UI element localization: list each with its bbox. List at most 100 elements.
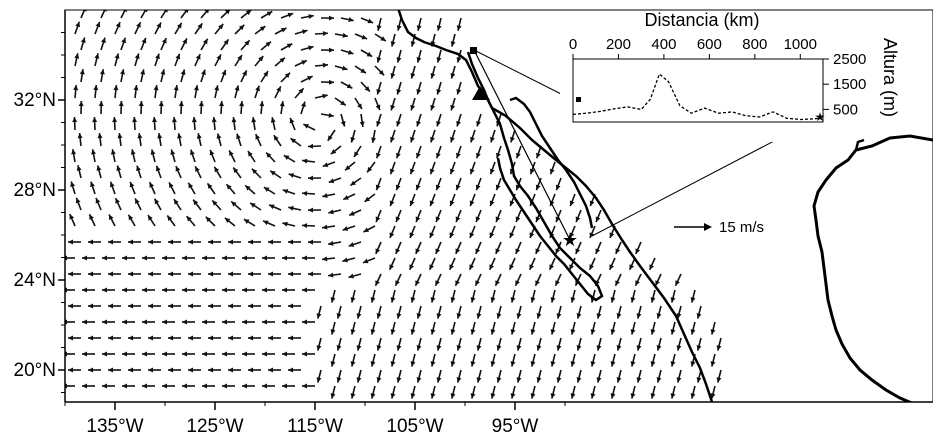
leader-line-start <box>473 49 574 101</box>
wind-arrow-head <box>595 248 601 254</box>
wind-arrow-head <box>330 297 336 303</box>
wind-arrow-head <box>122 319 127 325</box>
wind-arrow-head <box>630 361 636 367</box>
wind-arrow-head <box>495 216 501 223</box>
wind-arrow-head <box>370 361 376 367</box>
wind-arrow-head <box>236 133 241 140</box>
inset-x-tick-label: 0 <box>569 36 577 53</box>
wind-arrow-head <box>359 121 365 127</box>
wind-arrow-head <box>416 88 422 95</box>
wind-arrow-head <box>108 303 113 309</box>
wind-arrow-head <box>456 152 461 159</box>
wind-arrow-head <box>510 361 516 367</box>
wind-arrow-head <box>535 280 540 286</box>
wind-arrow-head <box>576 313 582 319</box>
wind-arrow-head <box>550 329 556 335</box>
wind-arrow-head <box>102 351 107 357</box>
wind-arrow-head <box>330 329 336 335</box>
wind-scale-legend: 15 m/s <box>674 219 764 236</box>
wind-arrow-head <box>470 329 476 335</box>
wind-arrow-head <box>496 152 501 159</box>
wind-arrow-head <box>430 73 436 79</box>
wind-arrow-head <box>302 255 307 261</box>
wind-arrow-head <box>390 393 396 399</box>
wind-arrow-head <box>456 25 462 31</box>
wind-arrow-head <box>202 383 207 389</box>
wind-arrow-head <box>570 361 576 367</box>
wind-arrow-head <box>290 138 297 144</box>
wind-arrow-head <box>302 223 308 229</box>
wind-arrow-head <box>415 280 420 286</box>
wind-arrow-head <box>336 313 342 319</box>
wind-arrow-head <box>348 273 354 279</box>
wind-arrow-head <box>148 303 153 309</box>
wind-arrow-head <box>188 367 193 373</box>
wind-arrow-head <box>282 221 288 227</box>
wind-arrow-head <box>455 280 460 286</box>
wind-arrow-head <box>690 297 696 303</box>
wind-arrow-head <box>248 303 253 309</box>
wind-arrow-head <box>616 313 622 319</box>
wind-arrow-head <box>475 184 481 191</box>
wind-arrow-head <box>328 79 334 85</box>
inset-x-tick-label: 800 <box>742 36 767 53</box>
wind-arrow-head <box>378 69 385 76</box>
wind-arrow-head <box>610 297 616 303</box>
wind-arrow-head <box>316 377 322 383</box>
wind-arrow-head <box>376 152 381 159</box>
wind-arrow-head <box>177 133 182 139</box>
wind-arrow-head <box>410 136 415 143</box>
wind-arrow-head <box>569 264 574 270</box>
wind-arrow-head <box>266 152 272 158</box>
wind-arrow-head <box>350 393 356 399</box>
wind-arrow-head <box>515 280 520 286</box>
wind-arrow-head <box>282 383 287 389</box>
wind-arrow-head <box>436 345 442 351</box>
wind-arrow-head <box>195 166 200 172</box>
wind-arrow-head <box>204 10 209 14</box>
wind-arrow-head <box>183 10 189 14</box>
wind-arrow-head <box>409 168 415 175</box>
wind-arrow-head <box>490 136 495 143</box>
wind-arrow-head <box>108 367 113 373</box>
wind-arrow-head <box>69 214 75 220</box>
wind-arrow-head <box>182 287 187 293</box>
wind-arrow-head <box>308 239 314 245</box>
profile-path-line <box>473 49 571 241</box>
wind-arrow-head <box>234 85 240 91</box>
wind-arrow-head <box>630 329 636 335</box>
wind-arrow-head <box>535 216 541 223</box>
wind-arrow-head <box>208 303 213 309</box>
wind-arrow-head <box>167 215 173 222</box>
wind-arrow-head <box>191 117 197 123</box>
wind-arrow-head <box>636 313 642 319</box>
x-tick-label: 125°W <box>186 416 243 437</box>
wind-arrow-head <box>456 57 462 63</box>
wind-arrow-head <box>570 329 576 335</box>
wind-arrow-head <box>248 367 253 373</box>
wind-arrow-head <box>141 37 147 44</box>
wind-arrow-head <box>469 168 475 175</box>
wind-arrow-head <box>346 83 353 89</box>
wind-arrow-head <box>68 239 73 245</box>
wind-arrow-head <box>175 166 181 172</box>
wind-arrow-head <box>242 319 247 325</box>
wind-arrow-head <box>449 264 454 270</box>
wind-arrow-head <box>80 37 86 44</box>
wind-arrow-head <box>149 182 155 188</box>
wind-arrow-head <box>74 53 80 59</box>
wind-arrow-head <box>516 377 522 383</box>
wind-arrow-head <box>410 73 416 79</box>
wind-arrow-head <box>205 216 212 223</box>
wind-arrow-head <box>188 303 193 309</box>
wind-arrow-head <box>262 255 267 261</box>
wind-arrow-head <box>450 329 456 335</box>
wind-arrow-head <box>173 199 179 205</box>
wind-arrow-head <box>354 151 359 157</box>
wind-arrow-head <box>670 297 676 303</box>
wind-arrow-head <box>449 232 455 238</box>
wind-arrow-head <box>556 313 562 319</box>
wind-arrow-head <box>390 361 396 367</box>
wind-arrow-head <box>248 335 253 341</box>
wind-arrow-head <box>263 187 270 192</box>
